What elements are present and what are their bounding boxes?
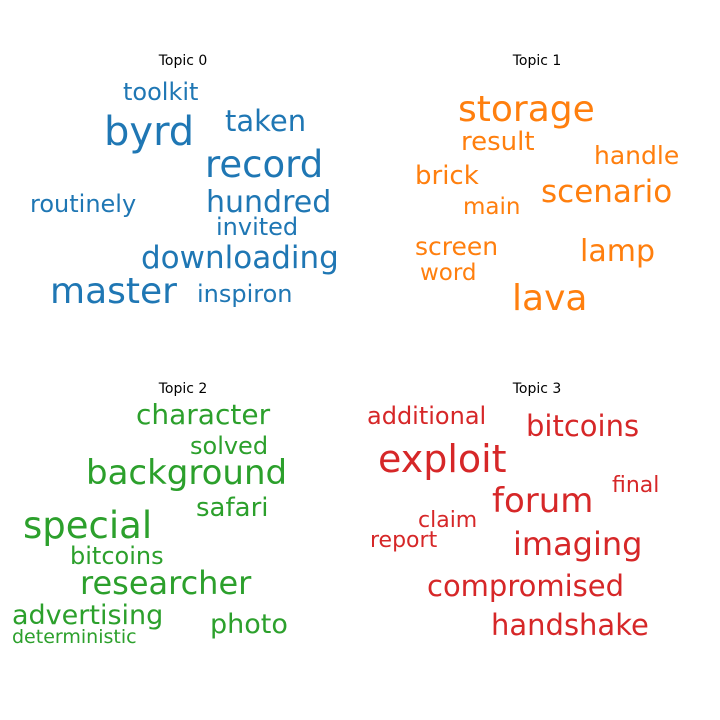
wordcloud-word: report (370, 528, 438, 553)
wordcloud-word: solved (190, 432, 268, 460)
wordcloud-word: character (136, 398, 271, 431)
wordcloud-word: storage (458, 89, 595, 130)
wordcloud-word: brick (415, 161, 479, 191)
wordcloud-word: record (205, 143, 323, 186)
wordcloud-word: lava (512, 278, 587, 319)
wordcloud-word: bitcoins (526, 409, 639, 443)
wordcloud-word: forum (492, 481, 593, 521)
wordcloud-word: master (50, 271, 177, 312)
wordcloud-word: exploit (378, 437, 507, 481)
wordcloud-word: final (612, 473, 659, 498)
wordcloud-word: advertising (12, 600, 163, 631)
wordcloud-word: handshake (491, 608, 649, 642)
wordcloud-word: researcher (80, 564, 252, 602)
wordcloud-word: photo (210, 609, 288, 640)
panel-title: Topic 0 (158, 53, 208, 69)
panel-title: Topic 2 (158, 381, 208, 397)
wordcloud-word: word (420, 260, 477, 286)
wordcloud-word: bitcoins (70, 542, 164, 570)
wordcloud-word: additional (367, 402, 486, 430)
wordcloud-word: safari (196, 493, 268, 523)
wordcloud-panel-topic-2: Topic 2 special background researcher charac… (12, 381, 288, 648)
wordcloud-word: lamp (580, 234, 655, 269)
wordcloud-word: deterministic (12, 626, 137, 648)
wordcloud-word: routinely (30, 190, 136, 218)
wordcloud-word: hundred (206, 185, 331, 220)
wordcloud-word: taken (225, 104, 306, 138)
wordcloud-word: main (463, 194, 520, 220)
wordcloud-word: claim (418, 508, 477, 533)
wordcloud-word: scenario (541, 174, 672, 210)
wordcloud-word: downloading (141, 240, 339, 276)
wordcloud-word: inspiron (197, 280, 293, 308)
wordcloud-word: background (86, 453, 287, 493)
wordcloud-word: result (461, 127, 535, 157)
wordcloud-word: handle (594, 141, 679, 170)
wordcloud-word: imaging (513, 525, 642, 563)
wordcloud-word: toolkit (123, 78, 198, 106)
panel-title: Topic 1 (512, 53, 562, 69)
wordcloud-word: invited (216, 213, 298, 241)
wordcloud-word: byrd (104, 109, 194, 155)
panel-title: Topic 3 (512, 381, 562, 397)
wordcloud-word: compromised (427, 569, 624, 603)
wordcloud-word: screen (415, 232, 498, 261)
wordcloud-word: special (23, 504, 152, 547)
wordcloud-panel-topic-1: Topic 1 storage lava scenario lamp result bric… (415, 53, 679, 319)
